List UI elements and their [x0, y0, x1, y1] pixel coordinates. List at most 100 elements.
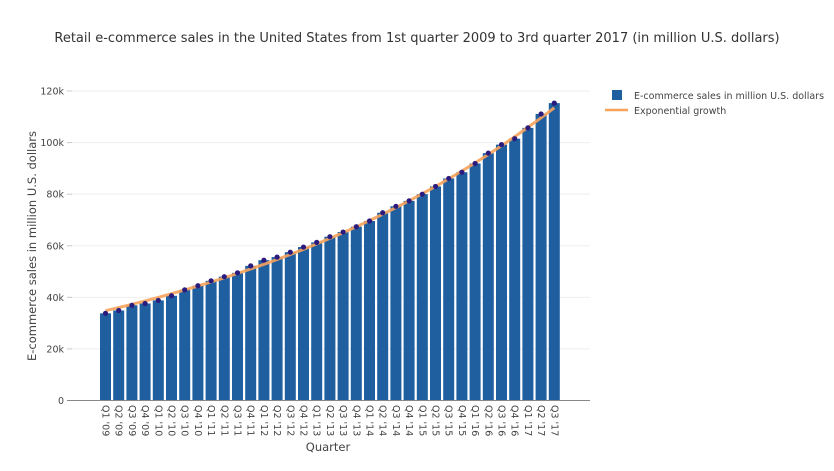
data-marker — [485, 150, 491, 156]
data-marker — [208, 278, 214, 284]
bar — [416, 194, 428, 401]
data-marker — [340, 229, 346, 235]
markers — [102, 100, 557, 316]
data-marker — [168, 293, 175, 299]
y-tick-label: 40k — [46, 293, 64, 304]
data-marker — [102, 310, 109, 316]
data-marker — [314, 239, 320, 245]
x-tick-label: Q4 '15 — [456, 405, 467, 436]
data-marker — [393, 203, 399, 209]
x-tick-label: Q3 '12 — [284, 405, 295, 436]
data-marker — [498, 142, 505, 148]
bar — [152, 300, 164, 401]
x-tick-label: Q1 '11 — [205, 405, 216, 436]
x-tick-label: Q1 '10 — [152, 405, 163, 436]
bar — [509, 138, 521, 401]
x-tick-label: Q1 '15 — [416, 405, 427, 436]
bar — [364, 220, 375, 401]
data-marker — [116, 307, 122, 314]
x-axis-ticks: Q1 '09 Q2 '09 Q3 '09 Q4 '09 Q1 '10 Q2 '10 Q3 '… — [100, 405, 560, 436]
x-tick-label: Q4 '12 — [298, 405, 309, 436]
bar — [522, 127, 534, 401]
bar — [403, 200, 415, 401]
x-tick-label: Q2 '15 — [430, 405, 441, 436]
x-tick-label: Q4 '14 — [403, 405, 414, 436]
bar — [232, 272, 243, 401]
bar — [456, 172, 468, 401]
bar — [482, 153, 494, 401]
x-tick-label: Q1 '16 — [469, 405, 480, 436]
bar — [377, 212, 389, 401]
y-tick-label: 60k — [46, 241, 64, 252]
data-marker — [182, 287, 188, 293]
data-marker — [459, 169, 465, 175]
y-tick-label: 100k — [40, 138, 64, 149]
data-marker — [234, 270, 241, 276]
y-axis-title: E-commerce sales in million U.S. dollars — [25, 131, 39, 361]
x-tick-label: Q2 '10 — [166, 405, 177, 436]
x-tick-label: Q1 '13 — [311, 405, 322, 436]
x-tick-label: Q3 '14 — [390, 405, 401, 436]
bar — [443, 178, 455, 401]
data-marker — [406, 198, 412, 204]
x-tick-label: Q3 '11 — [232, 405, 243, 436]
x-tick-label: Q4 '11 — [245, 405, 256, 436]
x-tick-label: Q1 '14 — [364, 405, 375, 436]
data-marker — [432, 183, 439, 190]
x-tick-label: Q2 '13 — [324, 405, 335, 436]
y-axis-ticks: 0 20k 40k 60k 80k 100k 120k — [40, 87, 72, 407]
bar — [113, 310, 125, 401]
data-marker — [353, 224, 359, 230]
x-tick-label: Q4 '13 — [350, 405, 361, 436]
data-marker — [300, 244, 307, 250]
x-tick-label: Q4 '16 — [509, 405, 520, 436]
legend[interactable]: E-commerce sales in million U.S. dollars… — [605, 90, 824, 117]
x-tick-label: Q2 '12 — [271, 405, 282, 436]
x-tick-label: Q3 '09 — [126, 405, 137, 436]
bar — [100, 313, 111, 401]
x-tick-label: Q1 '17 — [522, 405, 533, 436]
bar — [311, 242, 323, 401]
bar — [535, 113, 547, 401]
data-marker — [155, 297, 161, 304]
bars — [100, 103, 560, 401]
legend-label-exponential[interactable]: Exponential growth — [634, 106, 726, 117]
x-tick-label: Q2 '16 — [482, 405, 493, 436]
y-tick-label: 120k — [40, 87, 64, 98]
bar — [298, 247, 309, 401]
x-tick-label: Q1 '12 — [258, 405, 269, 436]
data-marker — [366, 218, 373, 224]
x-tick-label: Q2 '09 — [113, 405, 124, 436]
y-tick-label: 80k — [46, 190, 64, 201]
bar — [139, 303, 151, 401]
legend-label-sales[interactable]: E-commerce sales in million U.S. dollars — [634, 91, 824, 102]
bar — [469, 163, 481, 401]
bar — [390, 206, 402, 401]
data-marker — [221, 274, 227, 280]
data-marker — [419, 191, 425, 197]
legend-bar-swatch — [612, 90, 622, 100]
x-tick-label: Q4 '10 — [192, 405, 203, 436]
bar — [496, 144, 507, 401]
data-marker — [512, 136, 518, 142]
x-tick-label: Q2 '17 — [535, 405, 546, 436]
data-marker — [551, 100, 557, 106]
bar — [192, 285, 204, 401]
bar — [430, 186, 441, 401]
data-marker — [327, 234, 333, 240]
x-tick-label: Q3 '16 — [496, 405, 507, 436]
x-axis-title: Quarter — [306, 440, 351, 454]
bar — [337, 232, 349, 401]
bar — [548, 103, 560, 401]
x-tick-label: Q3 '15 — [443, 405, 454, 436]
chart-title: Retail e-commerce sales in the United St… — [54, 31, 779, 46]
data-marker — [446, 175, 452, 182]
bar — [271, 257, 283, 401]
data-marker — [261, 257, 267, 263]
data-marker — [248, 263, 254, 269]
x-tick-label: Q3 '17 — [548, 405, 559, 436]
x-tick-label: Q3 '13 — [337, 405, 348, 436]
bar — [245, 265, 257, 401]
bar — [350, 226, 362, 401]
